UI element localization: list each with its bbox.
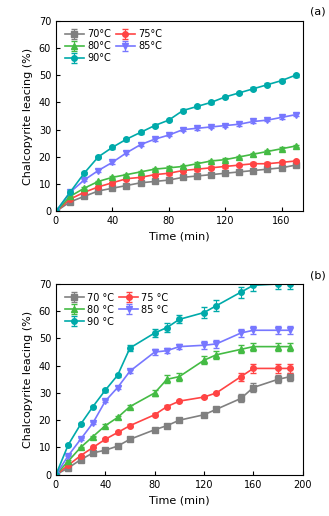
Text: (b): (b) bbox=[310, 270, 326, 280]
X-axis label: Time (min): Time (min) bbox=[149, 495, 210, 505]
Legend: 70 °C, 80 °C, 90 °C, 75 °C, 85 °C: 70 °C, 80 °C, 90 °C, 75 °C, 85 °C bbox=[61, 289, 172, 330]
Y-axis label: Chalcopyrite leacing (%): Chalcopyrite leacing (%) bbox=[23, 47, 33, 185]
X-axis label: Time (min): Time (min) bbox=[149, 232, 210, 242]
Legend: 70°C, 80°C, 90°C, 75°C, 85°C: 70°C, 80°C, 90°C, 75°C, 85°C bbox=[61, 25, 166, 67]
Y-axis label: Chalcopyrite leacing (%): Chalcopyrite leacing (%) bbox=[23, 311, 33, 448]
Text: (a): (a) bbox=[310, 7, 326, 17]
